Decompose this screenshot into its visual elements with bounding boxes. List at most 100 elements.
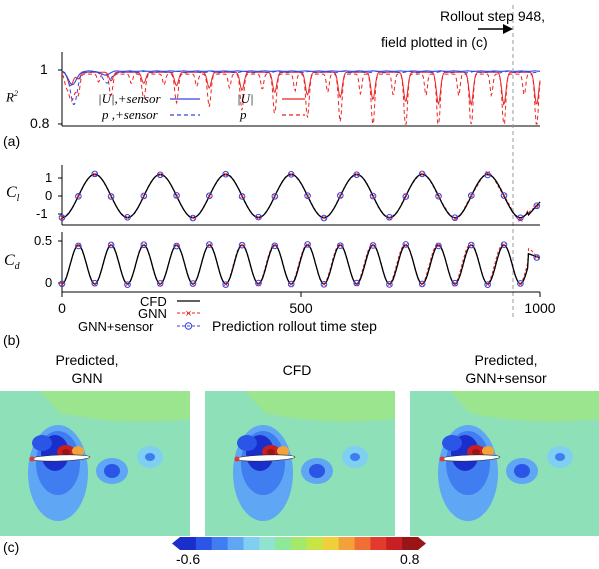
cd-marker-gnn-sensor: [107, 241, 115, 249]
cl-ytick-1: 1: [45, 170, 53, 185]
field-vortex-3-core: [555, 453, 565, 461]
cl-marker-gnn-sensor: [320, 214, 328, 222]
field-panels: [0, 391, 599, 536]
field-vortex-2-core: [309, 464, 325, 478]
cd-marker-gnn: ×: [436, 241, 442, 252]
cl-marker-gnn: ×: [403, 191, 409, 202]
field-warm-spot: [482, 446, 494, 456]
cd-marker-gnn-sensor: [369, 242, 377, 249]
cd-marker-gnn: ×: [337, 241, 343, 252]
field-warm-spot: [277, 446, 289, 456]
panel-label-b: (b): [3, 332, 21, 348]
cl-marker-gnn-sensor: [418, 170, 426, 178]
cl-marker-gnn: ×: [157, 170, 163, 181]
cd-marker-gnn: ×: [239, 241, 245, 252]
series-p-gnn: [61, 73, 541, 125]
xtick-500: 500: [289, 300, 313, 316]
colorbar: [172, 537, 426, 550]
colorbar-swatch: [354, 537, 371, 550]
panel-label-c: (c): [3, 539, 20, 555]
cl-marker-gnn: ×: [305, 192, 311, 203]
colorbar-swatch: [306, 537, 324, 550]
cl-marker-gnn-sensor: [484, 171, 491, 179]
cd-marker-gnn: ×: [305, 241, 311, 252]
field-leading-edge: [234, 456, 240, 462]
cd-marker-gnn-sensor: [255, 279, 262, 287]
colorbar-min-label: -0.6: [176, 551, 201, 567]
annotation-line1: Rollout step 948,: [440, 8, 546, 24]
field-vortex-2-core: [514, 464, 530, 478]
cd-marker-gnn: ×: [501, 241, 507, 252]
cd-marker-gnn: ×: [321, 279, 327, 290]
cl-marker-gnn: ×: [141, 192, 147, 203]
cl-marker-gnn: ×: [436, 192, 442, 203]
cd-marker-gnn: ×: [452, 279, 458, 290]
cl-ylabel: Cl: [6, 184, 20, 205]
cl-marker-gnn-sensor: [402, 193, 410, 200]
cl-marker-gnn-sensor: [337, 192, 344, 199]
cd-marker-gnn: ×: [288, 279, 294, 290]
cd-marker-gnn-sensor: [206, 241, 213, 248]
field-high-pressure-core: [62, 449, 70, 455]
cd-marker-gnn-sensor: [402, 241, 410, 248]
cl-marker-gnn-sensor: [238, 193, 246, 200]
cl-marker-gnn: ×: [468, 191, 474, 202]
cd-marker-gnn-sensor: [75, 242, 82, 250]
cl-marker-gnn: ×: [288, 170, 294, 181]
cd-marker-gnn-sensor: [222, 281, 230, 288]
cl-marker-gnn-sensor: [517, 214, 524, 222]
cd-marker-gnn: ×: [75, 241, 81, 252]
field-vortex-3-core: [350, 453, 360, 461]
cd-ytick-0: 0: [45, 275, 53, 290]
field-leading-edge: [29, 456, 35, 462]
cd-marker-gnn: ×: [206, 241, 212, 252]
cl-marker-gnn-sensor: [75, 193, 82, 200]
field-vortex-3-core: [145, 453, 155, 461]
colorbar-swatch: [338, 537, 356, 550]
field-vortex-left: [237, 435, 257, 451]
cd-ylabel: Cd: [4, 252, 20, 273]
cl-marker-gnn: ×: [387, 213, 393, 224]
cl-marker-gnn: ×: [239, 192, 245, 203]
legend-label-gnn: GNN: [138, 306, 167, 321]
field-vortex-left: [442, 435, 462, 451]
cd-marker-gnn: ×: [419, 279, 425, 290]
cd-marker-gnn-sensor: [189, 280, 197, 287]
field-title-3-line1: Predicted,: [474, 352, 538, 368]
field-high-pressure-core: [267, 449, 275, 455]
cl-marker-gnn-sensor: [124, 214, 131, 221]
field-title-2: CFD: [282, 362, 312, 378]
cl-marker-gnn: ×: [485, 168, 491, 179]
cl-marker-gnn-sensor: [500, 192, 508, 199]
cd-marker-gnn-sensor: [337, 242, 344, 249]
cd-marker-gnn: ×: [517, 279, 523, 290]
r2-ylabel: R2: [6, 89, 18, 105]
cl-marker-gnn-sensor: [271, 193, 279, 200]
cd-marker-gnn-sensor: [467, 241, 475, 249]
cd-marker-gnn: ×: [125, 279, 131, 290]
cd-marker-gnn-sensor: [418, 280, 426, 288]
cl-marker-gnn-sensor: [369, 192, 377, 200]
legend-label-u-sensor: |U|,+sensor: [98, 91, 161, 106]
legend-label-p-sensor: p ,+sensor: [102, 107, 158, 122]
r2-series-group: [61, 70, 541, 125]
cd-marker-gnn: ×: [190, 279, 196, 290]
cd-marker-gnn: ×: [387, 279, 393, 290]
legend-label-u: |U|: [237, 91, 254, 106]
cd-marker-gnn: ×: [534, 252, 540, 263]
legend-marker-gnn-sensor: [184, 322, 193, 330]
cl-marker-gnn-sensor: [353, 171, 360, 179]
field-title-3-line2: GNN+sensor: [465, 370, 547, 386]
cl-marker-gnn: ×: [370, 192, 376, 203]
cl-marker-gnn: ×: [272, 192, 278, 203]
cl-marker-gnn: ×: [190, 213, 196, 224]
panel-label-a: (a): [3, 133, 21, 149]
cd-marker-gnn: ×: [485, 279, 491, 290]
annotation-arrow-head: [503, 24, 513, 34]
cd-marker-gnn-sensor: [435, 242, 442, 250]
colorbar-swatch: [370, 537, 387, 550]
cd-marker-gnn: ×: [223, 279, 229, 290]
cl-marker-gnn-sensor: [189, 214, 197, 222]
cl-marker-gnn: ×: [59, 213, 65, 224]
cd-marker-gnn-sensor: [271, 242, 279, 250]
